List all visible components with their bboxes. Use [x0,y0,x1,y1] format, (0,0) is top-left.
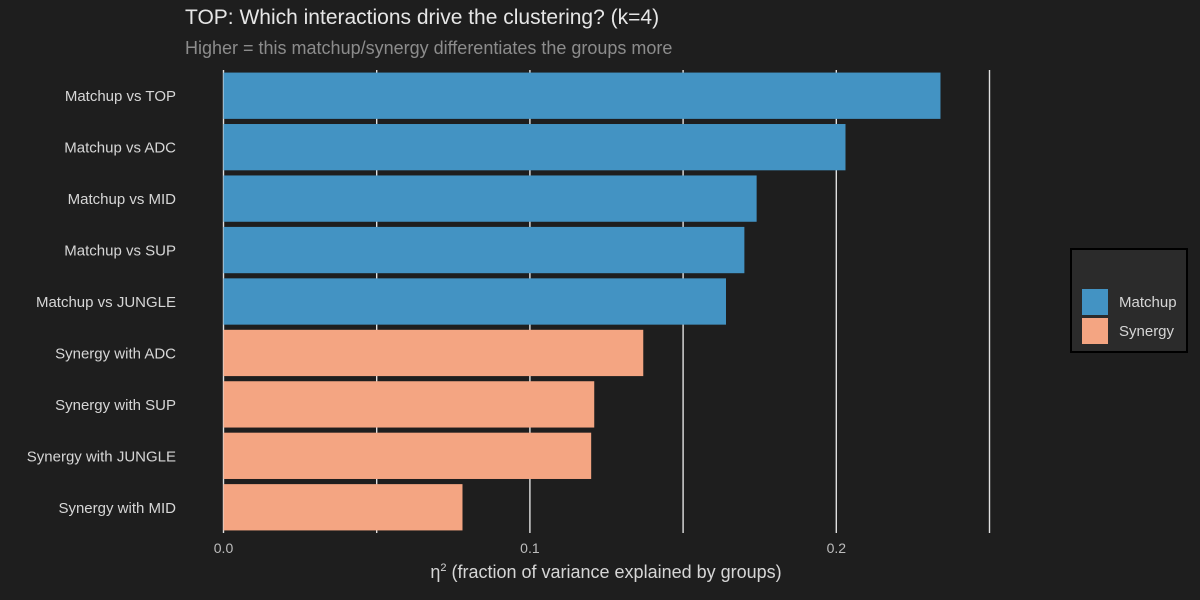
bar-2 [223,175,757,222]
bar-7 [223,432,592,479]
chart-subtitle: Higher = this matchup/synergy differenti… [185,38,673,58]
legend-item-matchup: Matchup [1082,289,1177,315]
bar-6 [223,381,595,428]
legend: Matchup Synergy [1070,248,1188,353]
category-label-8: Synergy with MID [58,500,176,517]
legend-label-synergy: Synergy [1119,322,1175,340]
x-axis-label-superscript: 2 [440,562,447,574]
x-axis-label: η2 (fraction of variance explained by gr… [223,562,989,583]
x-tick-label-0: 0.0 [214,540,234,556]
bar-3 [223,226,745,274]
x-axis-label-text: (fraction of variance explained by group… [446,562,782,582]
bar-4 [223,278,726,325]
bar-8 [223,484,463,531]
category-label-6: Synergy with SUP [55,397,176,414]
bar-5 [223,329,644,377]
category-label-0: Matchup vs TOP [65,88,176,105]
category-label-2: Matchup vs MID [68,191,177,208]
x-tick-label-1: 0.1 [520,540,540,556]
legend-swatch-synergy [1082,318,1108,344]
category-label-3: Matchup vs SUP [64,243,176,260]
legend-item-synergy: Synergy [1082,318,1174,344]
category-label-5: Synergy with ADC [55,345,176,362]
category-label-1: Matchup vs ADC [64,140,176,157]
bar-0 [223,72,941,119]
x-axis-label-symbol: η [430,562,441,582]
legend-swatch-matchup [1082,289,1108,315]
x-tick-label-2: 0.2 [827,540,847,556]
chart-title: TOP: Which interactions drive the cluste… [185,6,660,29]
legend-label-matchup: Matchup [1119,293,1177,311]
category-label-4: Matchup vs JUNGLE [36,294,176,311]
bar-1 [223,124,846,171]
category-label-7: Synergy with JUNGLE [27,448,176,465]
